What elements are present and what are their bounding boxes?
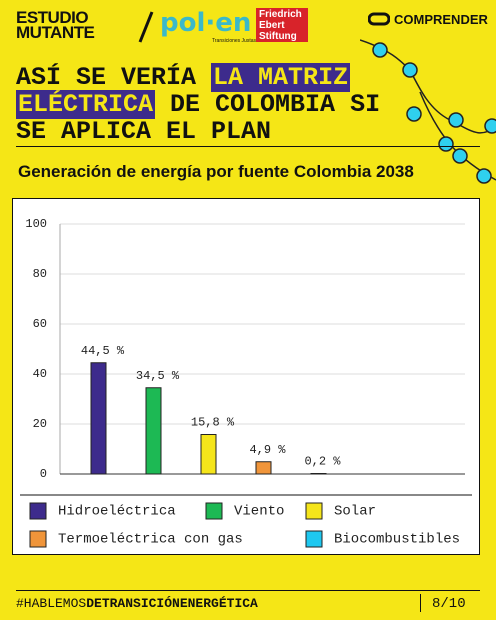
headline: ASÍ SE VERÍA LA MATRIZ ELÉCTRICA DE COLO… [16,63,381,146]
legend-swatch [205,502,223,520]
value-label: 0,2 % [304,455,341,469]
section-label[interactable]: COMPRENDER [394,12,488,27]
legend-swatch [305,502,323,520]
brand-top: ESTUDIO [16,8,89,27]
headline-text: ASÍ SE VERÍA [16,63,212,92]
page-separator [420,594,421,612]
page-number: 8/10 [432,596,466,612]
brand-logo: ESTUDIO MUTANTE [16,8,95,42]
headline-highlight: ELÉCTRICA [16,90,156,119]
y-tick-label: 60 [33,317,47,331]
legend-label: Hidroeléctrica [58,504,176,520]
value-label: 44,5 % [81,344,125,358]
value-label: 4,9 % [249,443,286,457]
chart-frame [12,198,480,555]
value-label: 34,5 % [136,369,180,383]
chart-title: Generación de energía por fuente Colombi… [18,162,414,181]
bar [200,434,217,475]
legend-label: Viento [234,504,284,520]
y-tick-label: 100 [25,217,47,231]
chart: 0 20 40 60 80 100 44,5 % 34,5 % 15,8 % 4,9 % 0,2 %… [12,198,480,555]
headline-text: DE COLOMBIA SI [155,90,381,119]
bar [310,473,327,475]
legend-swatch [29,530,47,548]
foundation-line: Ebert [259,20,285,31]
y-tick-label: 0 [40,467,47,481]
hashtag: #HABLEMOSDETRANSICIÓNENERGÉTICA [16,596,258,611]
brand-bottom: MUTANTE [16,23,95,42]
lights-decoration [360,39,496,184]
foundation-line: Friedrich [259,9,302,20]
bar [255,461,272,475]
headline-text: SE APLICA EL PLAN [16,117,272,146]
foundation-logo: Friedrich Ebert Stiftung [256,8,308,42]
headline-highlight: LA MATRIZ [211,63,351,92]
divider [16,590,480,591]
hashtag-bold: DETRANSICIÓNENERGÉTICA [86,596,258,611]
legend-swatch [305,530,323,548]
bar [90,362,107,475]
y-tick-label: 40 [33,367,47,381]
legend-label: Biocombustibles [334,532,460,548]
slash [138,11,154,43]
section-icon [368,12,390,26]
bar [145,387,162,475]
partner-logo: pol·en [160,8,252,38]
hashtag-regular: #HABLEMOS [16,596,87,611]
y-tick-label: 20 [33,417,47,431]
value-label: 15,8 % [191,416,235,430]
divider [16,146,480,147]
foundation-line: Stiftung [259,31,297,42]
legend-label: Solar [334,504,376,520]
y-tick-label: 80 [33,267,47,281]
legend-swatch [29,502,47,520]
legend-label: Termoeléctrica con gas [58,532,243,548]
partner-sub: Transiciones Justas [212,38,256,44]
